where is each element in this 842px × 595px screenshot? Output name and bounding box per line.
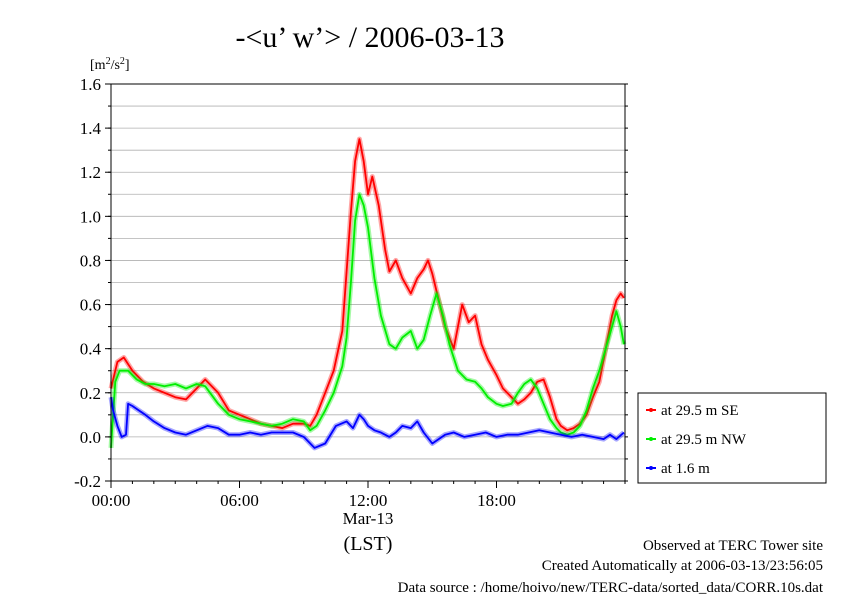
y-axis-unit: [m2/s2] [90,56,130,73]
y-tick-label: 0.0 [80,428,101,447]
chart-title: -<u’ w’> / 2006-03-13 [235,21,504,54]
y-tick-label: 0.6 [80,296,101,315]
series-layer [108,136,627,451]
legend-marker-2 [649,466,653,470]
y-tick-label: 1.0 [80,207,101,226]
y-tick-label: 0.8 [80,251,101,270]
y-tick-label: 1.4 [80,119,102,138]
y-tick-label: 1.2 [80,163,101,182]
footer-observed: Observed at TERC Tower site [643,538,823,554]
series-line-2 [110,397,625,449]
legend: at 29.5 m SE at 29.5 m NW at 1.6 m [637,392,827,484]
legend-label-2: at 1.6 m [661,461,710,477]
series-halo-2 [108,396,626,451]
legend-marker-0 [649,408,653,412]
y-tick-label: 0.4 [80,340,102,359]
axis-ticks: -0.2 0.0 0.2 0.4 0.6 0.8 1.0 1.2 1.4 1.6 00:00 06:0… [74,75,628,510]
legend-label-1: at 29.5 m NW [661,432,747,448]
legend-marker-1 [649,437,653,441]
legend-items: at 29.5 m SE at 29.5 m NW at 1.6 m [646,403,747,477]
footer-data-source: Data source : /home/hoivo/new/TERC-data/… [398,580,824,595]
date-label: Mar-13 [343,509,394,528]
footer-created: Created Automatically at 2006-03-13/23:5… [542,558,823,574]
x-tick-label: 18:00 [477,491,516,510]
x-tick-label: 12:00 [349,491,388,510]
time-zone-label: (LST) [344,533,393,555]
series-line-0 [110,138,625,432]
series-line-1 [110,193,625,448]
legend-box [637,392,827,484]
y-tick-label: -0.2 [74,472,101,491]
x-tick-label: 00:00 [92,491,131,510]
y-tick-label: 1.6 [80,75,101,94]
legend-label-0: at 29.5 m SE [661,403,739,419]
y-tick-label: 0.2 [80,384,101,403]
x-tick-label: 06:00 [220,491,259,510]
grid [111,105,625,460]
